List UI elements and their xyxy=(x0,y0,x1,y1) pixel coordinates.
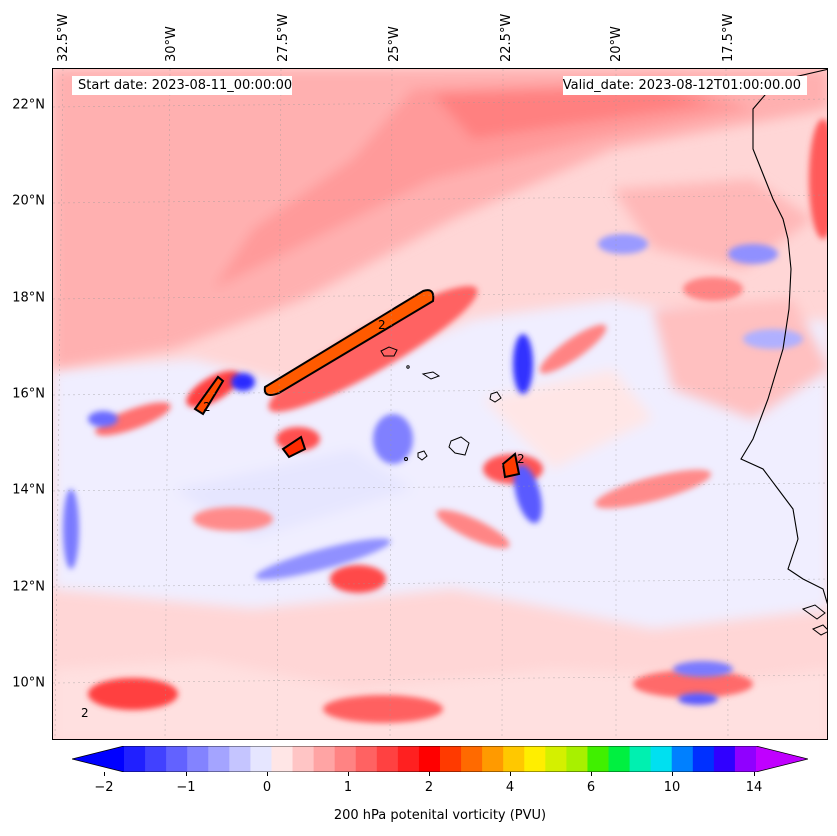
colorbar-segment xyxy=(376,746,399,772)
colorbar-segment xyxy=(566,746,588,772)
lon-label: 25°W xyxy=(387,26,402,62)
colorbar-tick-label: 4 xyxy=(505,780,515,795)
start-date-label: Start date: 2023-08-11_00:00:00 xyxy=(72,76,293,95)
colorbar-tick-label: −1 xyxy=(176,780,196,795)
lon-label: 32.5°W xyxy=(56,13,71,62)
colorbar-tick-label: 2 xyxy=(424,780,434,795)
colorbar-segment xyxy=(524,746,546,772)
valid-date-label: Valid_date: 2023-08-12T01:00:00.00 xyxy=(562,76,807,95)
lat-label: 18°N xyxy=(12,290,45,306)
colorbar-segment xyxy=(608,746,631,772)
colorbar-extend-max xyxy=(756,746,808,772)
colorbar-segment xyxy=(334,746,357,772)
colorbar-segment xyxy=(461,746,483,772)
colorbar-segment xyxy=(418,746,441,772)
lon-label: 20°W xyxy=(609,26,624,62)
colorbar-segment xyxy=(692,746,715,772)
colorbar-segment xyxy=(734,746,757,772)
lon-label: 22.5°W xyxy=(499,13,514,62)
colorbar xyxy=(72,746,808,772)
colorbar-segment xyxy=(271,746,294,772)
lon-label: 17.5°W xyxy=(721,13,736,62)
colorbar-tick-label: −2 xyxy=(94,780,114,795)
pv-contour-center xyxy=(281,435,307,459)
colorbar-tick xyxy=(104,772,105,776)
lat-label: 12°N xyxy=(12,579,45,595)
colorbar-segment xyxy=(629,746,652,772)
colorbar-segment xyxy=(229,746,251,772)
colorbar-segment xyxy=(313,746,336,772)
lat-label: 10°N xyxy=(12,675,45,691)
pv-filament-contour xyxy=(263,289,435,396)
blue-features xyxy=(63,234,803,705)
pv-map: 2 2 2 2 xyxy=(52,68,828,740)
contour-label: 2 xyxy=(81,706,89,720)
pv-contour-east xyxy=(501,452,521,479)
pv-field: 2 2 2 2 xyxy=(53,69,827,739)
lon-label: 30°W xyxy=(164,26,179,62)
lon-label: 27.5°W xyxy=(276,13,291,62)
colorbar-tick-label: 1 xyxy=(343,780,353,795)
colorbar-segment xyxy=(503,746,525,772)
contour-label: 2 xyxy=(203,400,211,414)
colorbar-tick-label: 14 xyxy=(745,780,763,795)
africa-coastline xyxy=(740,69,827,605)
colorbar-segment xyxy=(397,746,420,772)
colorbar-tick-label: 6 xyxy=(586,780,596,795)
lat-label: 20°N xyxy=(12,193,45,209)
pv-contour-west xyxy=(193,375,225,416)
colorbar-tick-label: 10 xyxy=(663,780,681,795)
colorbar-tick xyxy=(672,772,673,776)
colorbar-segment xyxy=(713,746,736,772)
lat-label: 14°N xyxy=(12,482,45,498)
contour-label: 2 xyxy=(378,318,386,332)
colorbar-extend-min xyxy=(72,746,124,772)
colorbar-segment xyxy=(166,746,188,772)
colorbar-segment xyxy=(650,746,673,772)
cape-verde-islands xyxy=(380,346,502,461)
colorbar-tick xyxy=(267,772,268,776)
colorbar-tick xyxy=(348,772,349,776)
colorbar-title: 200 hPa potenital vorticity (PVU) xyxy=(333,808,547,823)
colorbar-tick xyxy=(510,772,511,776)
colorbar-tick-label: 0 xyxy=(262,780,272,795)
colorbar-segment xyxy=(292,746,315,772)
colorbar-segment xyxy=(355,746,378,772)
colorbar-segment xyxy=(440,746,462,772)
coastal-islands xyxy=(801,604,827,636)
colorbar-segment xyxy=(187,746,209,772)
colorbar-tick xyxy=(429,772,430,776)
colorbar-segment xyxy=(545,746,567,772)
colorbar-segment xyxy=(250,746,272,772)
contour-label: 2 xyxy=(517,452,525,466)
colorbar-tick xyxy=(591,772,592,776)
lat-label: 16°N xyxy=(12,386,45,402)
colorbar-segment xyxy=(145,746,167,772)
colorbar-tick xyxy=(186,772,187,776)
colorbar-segment xyxy=(671,746,694,772)
colorbar-tick xyxy=(754,772,755,776)
colorbar-segment xyxy=(124,746,146,772)
colorbar-segment xyxy=(587,746,610,772)
graticule xyxy=(53,69,827,739)
colorbar-segment xyxy=(482,746,504,772)
lat-label: 22°N xyxy=(12,97,45,113)
colorbar-segment xyxy=(208,746,230,772)
